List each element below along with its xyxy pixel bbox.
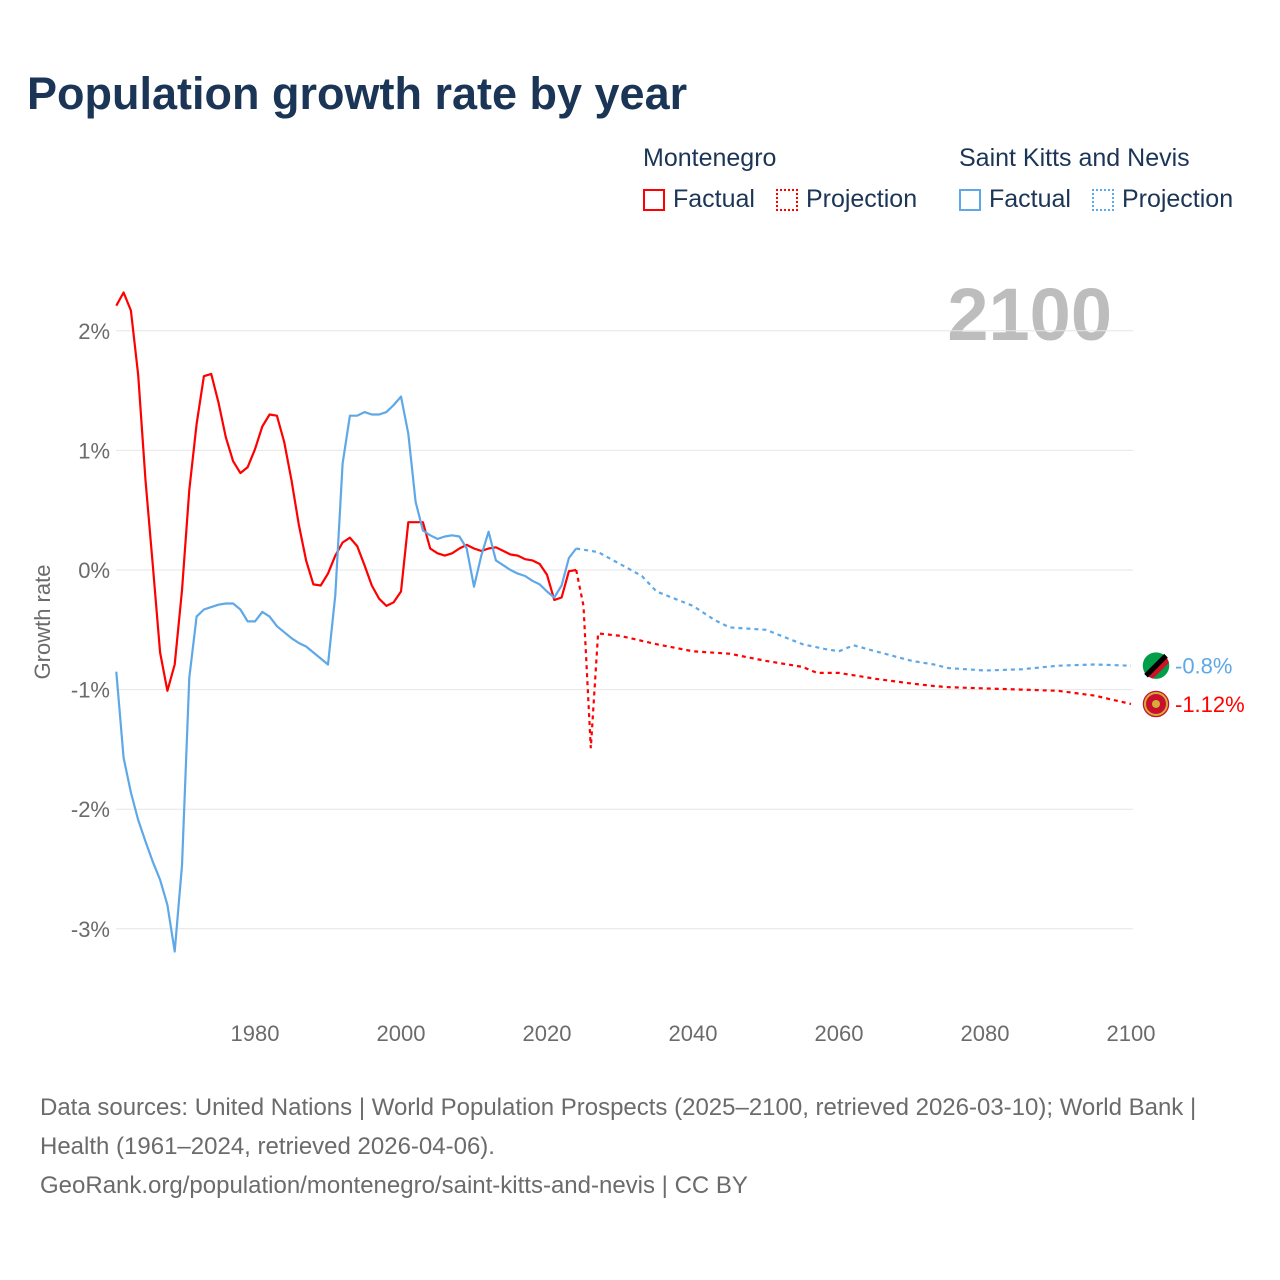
line-projection-montenegro xyxy=(575,569,1132,749)
legend-item-factual[interactable]: Factual xyxy=(643,185,755,214)
x-tick-label: 2080 xyxy=(961,1021,1010,1046)
y-tick-label: -1% xyxy=(71,678,110,703)
legend-label: Projection xyxy=(805,185,918,213)
year-display: 2100 xyxy=(947,273,1112,356)
legend-montenegro: Montenegro Factual Projection xyxy=(643,144,931,218)
flag-emblem xyxy=(1152,699,1160,708)
legend-saint-kitts: Saint Kitts and Nevis Factual Projection xyxy=(959,144,1247,218)
legend-swatch-dotted xyxy=(1091,188,1114,211)
y-axis-label: Growth rate xyxy=(30,565,55,680)
y-tick-label: 2% xyxy=(78,319,110,344)
y-tick-label: 1% xyxy=(78,438,110,463)
flag-band xyxy=(1144,653,1168,678)
legend-item-projection[interactable]: Projection xyxy=(1091,185,1234,214)
line-factual-montenegro xyxy=(115,291,577,692)
end-value-label-montenegro: -1.12% xyxy=(1175,692,1245,717)
y-tick-label: -3% xyxy=(71,917,110,942)
end-value-label-saint-kitts-and-nevis: -0.8% xyxy=(1175,654,1232,679)
legend-swatch-solid xyxy=(643,188,665,211)
x-tick-label: 1980 xyxy=(231,1021,280,1046)
x-tick-label: 2100 xyxy=(1107,1021,1156,1046)
legend-label: Factual xyxy=(673,185,755,213)
line-projection-saint-kitts-and-nevis xyxy=(576,547,1132,672)
legend-label: Factual xyxy=(989,185,1071,213)
chart-title: Population growth rate by year xyxy=(27,68,688,119)
data-sources: Data sources: United Nations | World Pop… xyxy=(40,1094,1197,1160)
line-factual-saint-kitts-and-nevis xyxy=(115,395,578,953)
source-link[interactable]: GeoRank.org/population/montenegro/saint-… xyxy=(40,1172,748,1199)
legend-group-label: Saint Kitts and Nevis xyxy=(959,144,1190,172)
flag-border xyxy=(1144,691,1168,716)
legend-item-projection[interactable]: Projection xyxy=(775,185,918,214)
legend-swatch-dotted xyxy=(775,188,798,211)
x-tick-label: 2060 xyxy=(815,1021,864,1046)
x-tick-label: 2000 xyxy=(377,1021,426,1046)
legend-item-factual[interactable]: Factual xyxy=(959,185,1071,214)
y-tick-label: 0% xyxy=(78,558,110,583)
x-tick-label: 2040 xyxy=(669,1021,718,1046)
legend-swatch-solid xyxy=(959,188,981,211)
x-tick-label: 2020 xyxy=(523,1021,572,1046)
legend-label: Projection xyxy=(1121,185,1234,213)
y-tick-label: -2% xyxy=(71,797,110,822)
legend-group-label: Montenegro xyxy=(643,144,777,172)
footer: Data sources: United Nations | World Pop… xyxy=(40,1088,1240,1205)
chart-plot: 2% 1% 0% -1% -2% -3% 1980 2000 2020 2040 2060 2080 2… xyxy=(30,291,1245,1046)
